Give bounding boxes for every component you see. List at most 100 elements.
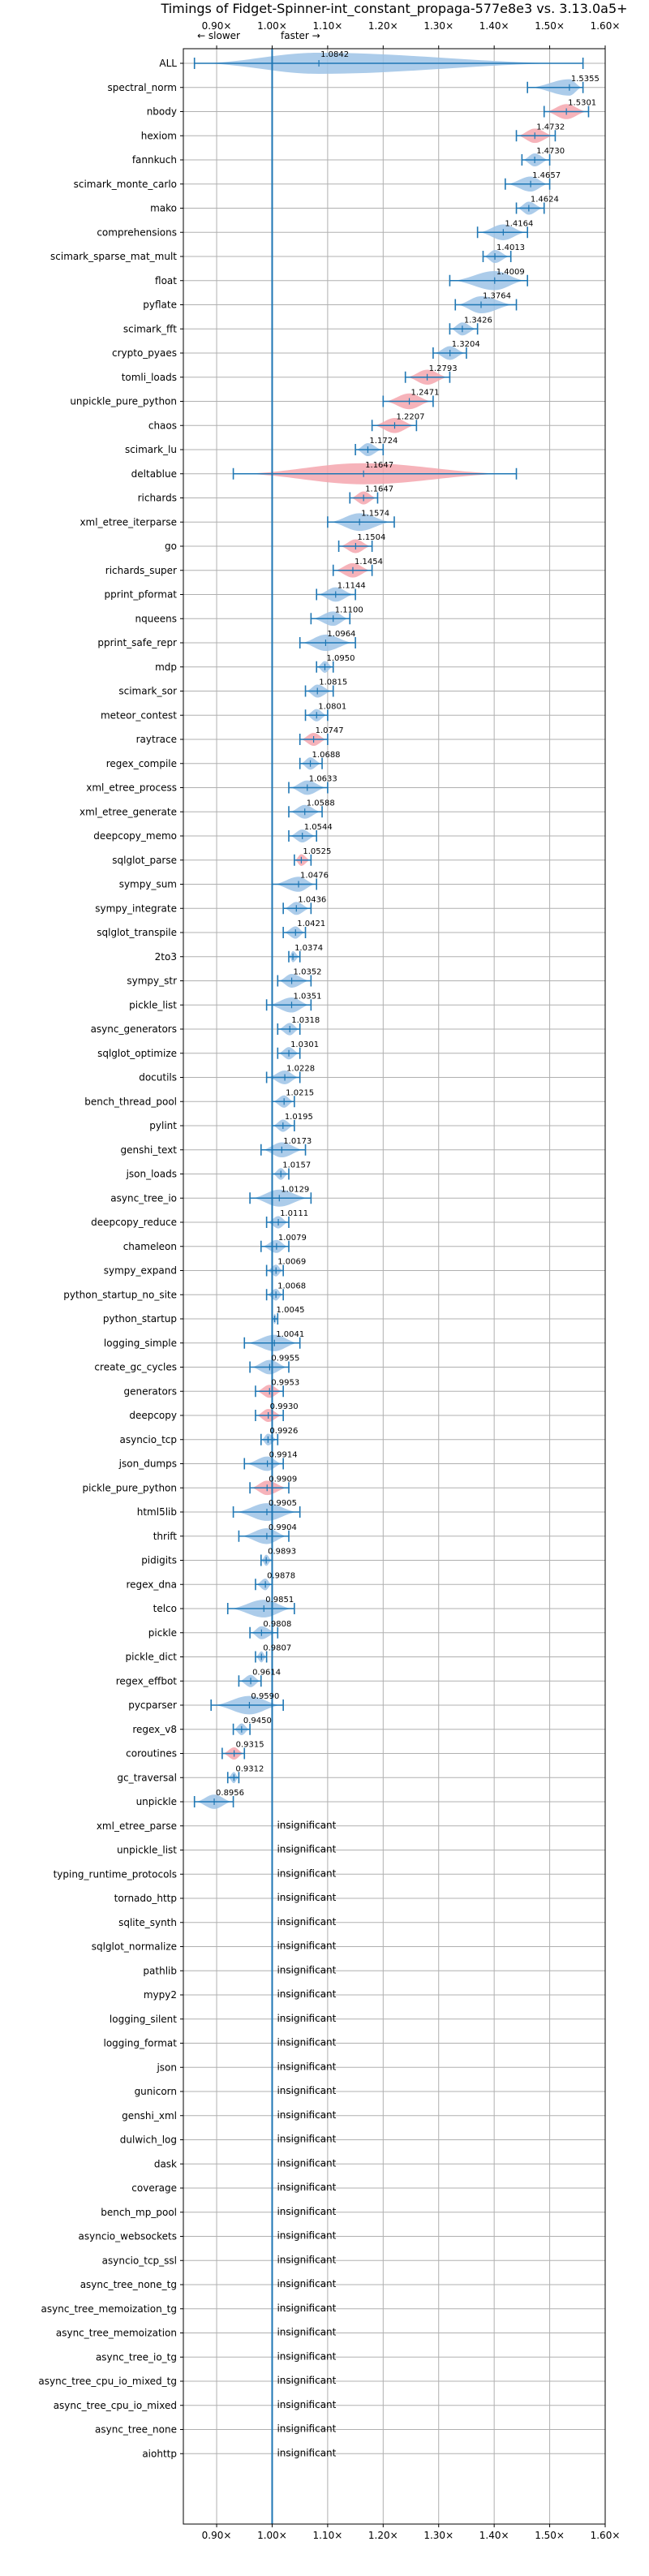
benchmark-label: pyflate	[143, 299, 177, 311]
x-tick-label-bottom: 1.30×	[423, 2530, 453, 2541]
value-label: 1.0079	[278, 1234, 307, 1243]
x-tick-label-bottom: 1.10×	[313, 2530, 343, 2541]
value-label: 0.8956	[216, 1789, 244, 1798]
value-label: 1.0301	[290, 1040, 319, 1049]
benchmark-label: chameleon	[123, 1241, 177, 1252]
value-label: 1.2207	[396, 412, 424, 421]
insignificant-label: insignificant	[277, 2085, 336, 2096]
value-label: 1.2471	[411, 389, 440, 398]
benchmark-label: scimark_monte_carlo	[74, 179, 177, 190]
value-label: 1.5301	[568, 99, 596, 108]
value-label: 1.0374	[294, 944, 323, 953]
benchmark-label: async_tree_io_tg	[96, 2351, 177, 2363]
benchmark-label: comprehensions	[97, 226, 177, 238]
value-label: 1.4009	[496, 268, 525, 277]
value-label: 1.0815	[319, 678, 347, 687]
x-tick-label-top: 1.00×	[257, 20, 287, 32]
value-label: 0.9312	[235, 1764, 264, 1773]
benchmark-label: tornado_http	[114, 1893, 177, 1904]
benchmark-label: genshi_xml	[122, 2110, 177, 2122]
value-label: 1.0045	[277, 1306, 305, 1315]
x-tick-label-bottom: 1.00×	[257, 2530, 287, 2541]
benchmark-label: create_gc_cycles	[94, 1362, 177, 1373]
benchmark-label: dulwich_log	[120, 2134, 177, 2146]
benchmark-label: nbody	[147, 106, 177, 118]
insignificant-label: insignificant	[277, 2013, 336, 2024]
value-label: 1.0129	[281, 1185, 309, 1194]
x-tick-label-top: 1.20×	[368, 20, 398, 32]
insignificant-label: insignificant	[277, 1916, 336, 1928]
benchmark-label: richards	[138, 493, 177, 504]
value-label: 1.0633	[309, 775, 337, 784]
value-label: 1.0688	[312, 751, 341, 760]
benchmark-label: pprint_safe_repr	[97, 637, 177, 648]
value-label: 1.0588	[307, 799, 335, 808]
benchmark-label: xml_etree_generate	[80, 806, 177, 817]
benchmark-label: xml_etree_process	[86, 782, 177, 794]
value-label: 0.9315	[236, 1741, 264, 1750]
insignificant-label: insignificant	[277, 1892, 336, 1903]
benchmark-label: mdp	[155, 661, 177, 673]
value-label: 1.3426	[464, 316, 492, 325]
benchmark-label: sympy_integrate	[95, 902, 177, 914]
benchmark-label: pycparser	[128, 1699, 177, 1711]
benchmark-label: pathlib	[143, 1965, 177, 1976]
value-label: 0.9614	[252, 1668, 281, 1677]
insignificant-label: insignificant	[277, 2206, 336, 2217]
value-label: 1.0436	[298, 895, 326, 904]
value-label: 1.1100	[335, 605, 363, 614]
value-label: 1.4732	[536, 123, 565, 131]
value-label: 1.1724	[369, 437, 398, 446]
value-label: 1.1454	[355, 558, 383, 566]
value-label: 1.4657	[532, 171, 561, 180]
axes-layer: 0.90× 0.90× 1.00× 1.00× 1.10× 1.10× 1.20× 1.20×…	[38, 20, 620, 2541]
benchmark-label: pickle	[148, 1627, 177, 1639]
benchmark-label: genshi_text	[121, 1144, 178, 1156]
benchmark-label: sqlite_synth	[118, 1917, 177, 1928]
x-tick-label-bottom: 1.20×	[368, 2530, 398, 2541]
benchmark-label: go	[165, 541, 177, 552]
insignificant-label: insignificant	[277, 2254, 336, 2265]
value-label: 0.9590	[251, 1692, 279, 1701]
value-label: 1.0476	[300, 872, 329, 881]
insignificant-label: insignificant	[277, 2278, 336, 2290]
benchmark-label: asyncio_websockets	[79, 2231, 177, 2242]
benchmark-label: regex_effbot	[116, 1675, 178, 1686]
x-tick-label-top: 0.90×	[202, 20, 232, 32]
benchmark-label: hexiom	[141, 130, 177, 141]
x-tick-label-top: 1.40×	[479, 20, 509, 32]
value-label: 0.9878	[267, 1571, 295, 1580]
value-label: 0.9904	[269, 1523, 297, 1532]
x-tick-label-top: 1.30×	[423, 20, 453, 32]
insignificant-label: insignificant	[277, 2182, 336, 2193]
insignificant-label: insignificant	[277, 1867, 336, 1879]
value-label: 1.4164	[505, 219, 533, 228]
value-label: 1.1504	[357, 533, 385, 542]
benchmark-label: sympy_str	[127, 976, 177, 987]
value-label: 1.0157	[282, 1161, 311, 1170]
x-tick-label-bottom: 0.90×	[202, 2530, 232, 2541]
benchmark-label: regex_v8	[132, 1724, 177, 1735]
value-label: 1.0195	[285, 1113, 313, 1122]
benchmark-label: pickle_dict	[126, 1652, 178, 1663]
benchmark-label: unpickle_pure_python	[70, 396, 177, 407]
insignificant-label: insignificant	[277, 1988, 336, 2000]
benchmark-label: docutils	[139, 1072, 177, 1083]
value-label: 0.9851	[265, 1596, 294, 1605]
value-label: 1.0318	[291, 1016, 320, 1025]
chart-title: Timings of Fidget-Spinner-int_constant_p…	[160, 1, 627, 17]
benchmark-label: logging_simple	[104, 1338, 177, 1349]
value-label: 1.0801	[318, 702, 346, 711]
benchmark-label: regex_compile	[106, 758, 177, 769]
benchmark-label: scimark_sparse_mat_mult	[50, 251, 177, 262]
benchmark-label: thrift	[153, 1531, 178, 1542]
benchmark-label: bench_mp_pool	[101, 2207, 177, 2218]
benchmark-label: scimark_sor	[118, 686, 177, 697]
value-label: 0.9930	[270, 1402, 299, 1411]
benchmark-label: async_generators	[91, 1023, 177, 1035]
benchmark-label: nqueens	[135, 613, 177, 624]
benchmark-label: typing_runtime_protocols	[54, 1868, 177, 1880]
value-label: 0.9808	[263, 1620, 291, 1629]
